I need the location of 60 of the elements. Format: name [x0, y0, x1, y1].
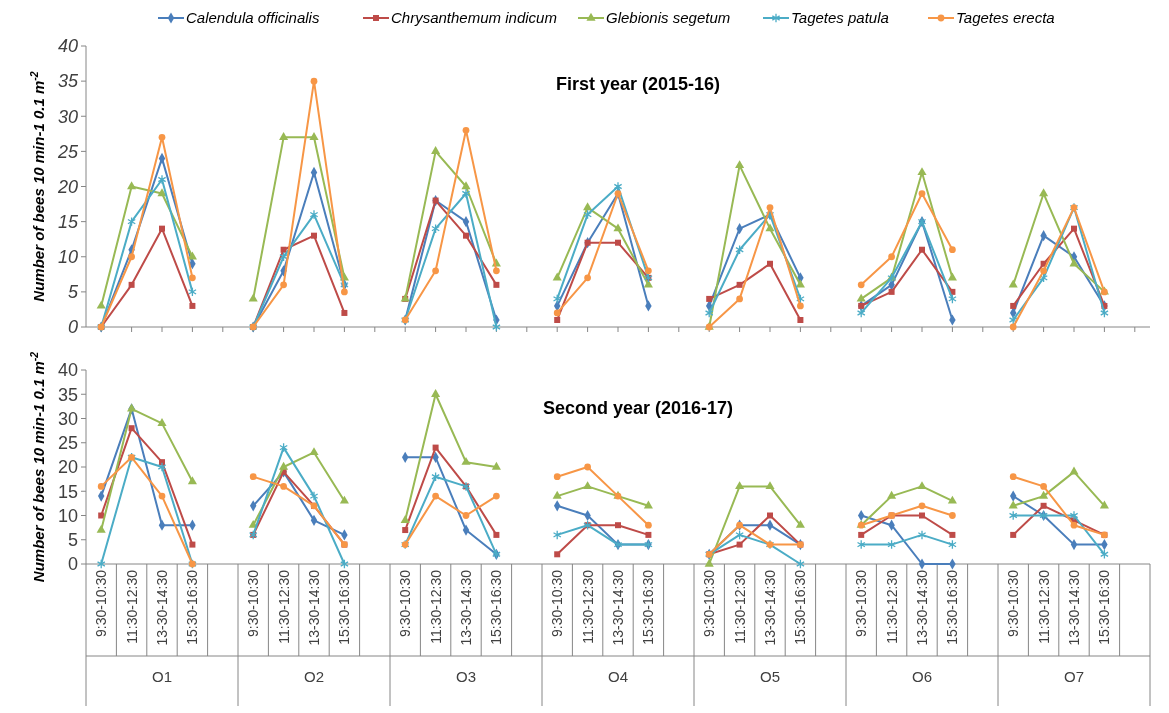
y-tick-label: 30: [57, 408, 78, 429]
x-tick-label: 13-30-14:30: [153, 569, 170, 646]
x-tick-label: 11:30-12:30: [883, 569, 900, 644]
y-tick-label: 35: [57, 384, 78, 405]
x-tick-label: 15:30-16:30: [792, 569, 809, 645]
text: O1: [151, 668, 173, 685]
legend-label: Glebionis segetum: [606, 9, 731, 27]
x-tick-label: 13-30-14:30: [305, 569, 322, 646]
y-tick-label: 10: [57, 505, 78, 526]
text: Second year (2016-17): [542, 398, 734, 418]
legend-label: Chrysanthemum indicum: [391, 9, 557, 27]
y-tick-label: 40: [57, 36, 78, 57]
y-tick-label: 10: [57, 247, 78, 268]
text: O3: [455, 668, 477, 685]
y-tick-label: 5: [67, 282, 79, 303]
x-tick-label: 13-30-14:30: [609, 569, 626, 646]
x-tick-label: 9:30-10:30: [701, 569, 718, 637]
x-tick-label: 13-30-14:30: [1065, 569, 1082, 646]
text: O4: [607, 668, 629, 685]
y-tick-label: 20: [57, 457, 78, 478]
x-tick-label: 11:30-12:30: [1035, 569, 1052, 644]
text: O6: [911, 668, 933, 685]
legend-label: Tagetes patula: [791, 9, 889, 27]
x-tick-label: 9:30-10:30: [245, 569, 262, 637]
x-tick-label: 15:30-16:30: [640, 569, 657, 645]
text: O5: [759, 668, 781, 685]
y-tick-label: 40: [57, 360, 78, 381]
x-tick-label: 11:30-12:30: [731, 569, 748, 644]
text: O7: [1063, 668, 1085, 685]
legend-label: Calendula officinalis: [186, 9, 320, 27]
x-tick-label: 11:30-12:30: [123, 569, 140, 644]
x-tick-label: 15:30-16:30: [488, 569, 505, 645]
x-tick-label: 13-30-14:30: [457, 569, 474, 646]
text: O2: [303, 668, 325, 685]
x-tick-label: 11:30-12:30: [275, 569, 292, 644]
legend-label: Tagetes erecta: [956, 9, 1055, 27]
x-tick-label: 9:30-10:30: [397, 569, 414, 637]
x-tick-label: 15:30-16:30: [1096, 569, 1113, 645]
x-tick-label: 9:30-10:30: [549, 569, 566, 637]
y-tick-label: 20: [56, 176, 78, 197]
y-tick-label: 5: [67, 530, 78, 551]
y-tick-label: 25: [57, 433, 78, 454]
x-tick-label: 15:30-16:30: [944, 569, 961, 645]
text: First year (2015-16): [555, 74, 721, 94]
x-tick-label: 11:30-12:30: [427, 569, 444, 644]
x-tick-label: 9:30-10:30: [1005, 569, 1022, 637]
y-tick-label: 35: [57, 71, 79, 92]
y-tick-label: 25: [56, 141, 79, 162]
y-tick-label: 15: [57, 481, 78, 502]
x-tick-label: 15:30-16:30: [184, 569, 201, 645]
x-tick-label: 11:30-12:30: [579, 569, 596, 644]
y-tick-label: 0: [67, 554, 78, 575]
y-tick-label: 15: [57, 211, 79, 232]
y-tick-label: 0: [67, 317, 78, 338]
x-tick-label: 9:30-10:30: [853, 569, 870, 637]
x-tick-label: 13-30-14:30: [761, 569, 778, 646]
x-tick-label: 13-30-14:30: [913, 569, 930, 646]
y-tick-label: 30: [57, 106, 78, 127]
x-tick-label: 15:30-16:30: [336, 569, 353, 645]
x-tick-label: 9:30-10:30: [93, 569, 110, 637]
